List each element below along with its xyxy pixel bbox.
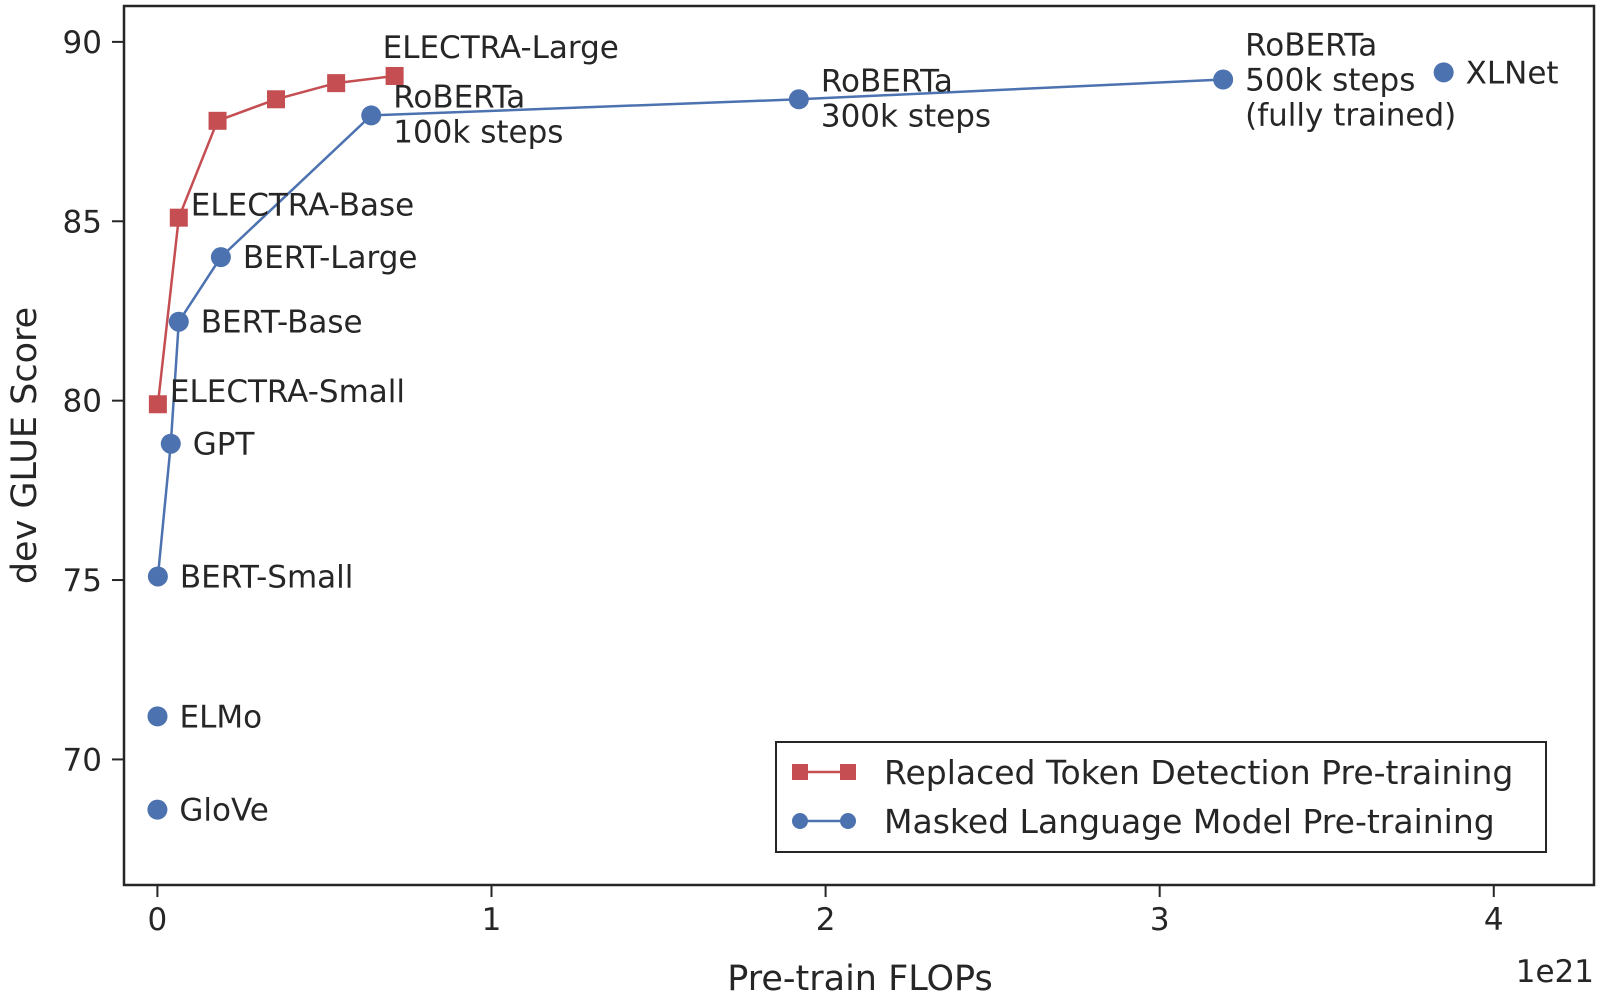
point-label-line: RoBERTa: [1245, 28, 1377, 64]
legend-label: Masked Language Model Pre-training: [884, 802, 1495, 841]
point-label: ELECTRA-Small: [170, 374, 405, 410]
point-label: ELECTRA-Base: [191, 188, 414, 224]
point-label-line: GPT: [193, 427, 256, 463]
data-point-square: [169, 208, 188, 227]
y-axis-label: dev GLUE Score: [5, 307, 45, 584]
y-tick-label: 80: [63, 384, 102, 420]
point-label-line: XLNet: [1466, 55, 1559, 91]
point-label: ELECTRA-Large: [383, 30, 619, 66]
legend-marker-circle: [792, 813, 808, 829]
data-point-square: [208, 111, 227, 130]
point-label: RoBERTa 500k steps (fully trained): [1245, 28, 1456, 134]
x-tick-label: 2: [816, 902, 836, 938]
data-point-circle: [1433, 62, 1454, 83]
point-label: XLNet: [1466, 55, 1559, 91]
data-point-circle: [788, 89, 809, 110]
point-label: RoBERTa 300k steps: [821, 63, 991, 134]
data-point-circle: [147, 706, 168, 727]
data-point-circle: [147, 566, 168, 587]
x-axis-label: Pre-train FLOPs: [727, 959, 993, 999]
series-line-0: [156, 74, 395, 405]
point-label-line: 500k steps: [1245, 63, 1415, 99]
data-point-circle: [168, 311, 189, 332]
data-point-square: [148, 395, 167, 414]
point-label-line: RoBERTa: [393, 79, 525, 115]
point-label-line: BERT-Large: [243, 240, 418, 276]
point-label-line: ELECTRA-Large: [383, 30, 619, 66]
x-tick-label: 1: [482, 902, 502, 938]
point-label: GPT: [193, 427, 256, 463]
data-point-circle: [160, 433, 181, 454]
data-point-circle: [361, 105, 382, 126]
y-tick-label: 85: [63, 204, 102, 240]
x-tick-label: 3: [1150, 902, 1170, 938]
data-point-square: [327, 74, 346, 93]
legend-label: Replaced Token Detection Pre-training: [884, 753, 1513, 792]
data-point-circle: [210, 247, 231, 268]
y-tick-label: 70: [63, 742, 102, 778]
point-label: BERT-Small: [180, 559, 354, 595]
point-label-line: (fully trained): [1245, 98, 1456, 134]
x-tick-label: 4: [1484, 902, 1504, 938]
point-label: RoBERTa 100k steps: [393, 79, 563, 150]
point-label: BERT-Large: [243, 240, 418, 276]
point-label-line: 100k steps: [393, 114, 563, 150]
point-label-line: ELMo: [180, 699, 263, 735]
data-point-circle: [1213, 69, 1234, 90]
point-label-line: ELECTRA-Base: [191, 188, 414, 224]
plot-frame: [122, 4, 1596, 887]
point-label-line: BERT-Small: [180, 559, 354, 595]
point-label-line: 300k steps: [821, 98, 991, 134]
legend-marker-square: [840, 764, 856, 780]
data-point-circle: [147, 799, 168, 820]
data-point-square: [385, 66, 404, 85]
point-label-line: BERT-Base: [201, 305, 363, 341]
data-point-square: [267, 90, 286, 109]
point-label: GloVe: [179, 793, 268, 829]
point-label: BERT-Base: [201, 305, 363, 341]
legend-marker-circle: [840, 813, 856, 829]
point-label-line: RoBERTa: [821, 63, 953, 99]
y-tick-label: 90: [63, 25, 102, 61]
point-label-line: ELECTRA-Small: [170, 374, 405, 410]
legend-marker-square: [792, 764, 808, 780]
x-offset-label: 1e21: [1516, 954, 1594, 990]
legend-box: [775, 741, 1547, 853]
x-tick-label: 0: [148, 902, 168, 938]
point-label-line: GloVe: [179, 793, 268, 829]
y-tick-label: 75: [63, 563, 102, 599]
point-label: ELMo: [180, 699, 263, 735]
